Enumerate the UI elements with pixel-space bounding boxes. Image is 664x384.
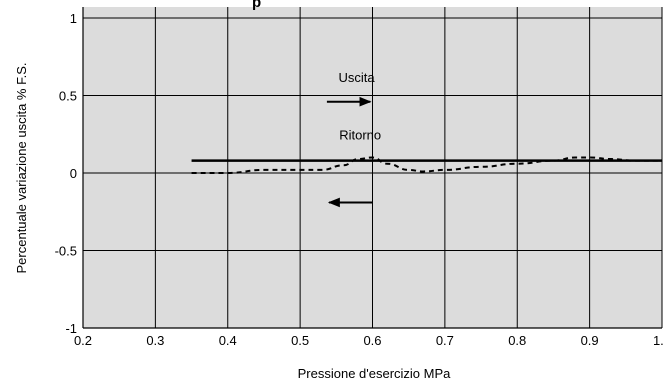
y-axis-label: Percentuale variazione uscita % F.S.	[14, 63, 29, 274]
y-tick-label: 0	[70, 166, 77, 181]
x-tick-label: 0.2	[74, 333, 92, 348]
x-tick-label: 0.9	[581, 333, 599, 348]
annotation-ritorno: Ritorno	[339, 127, 381, 142]
annotation-uscita: Uscita	[339, 70, 376, 85]
y-tick-label: 0.5	[59, 89, 77, 104]
y-tick-label: 1	[70, 11, 77, 26]
series-group	[191, 156, 662, 174]
series-line-ritorno	[191, 156, 662, 174]
grid	[82, 7, 663, 329]
tick-labels: 0.2 0.3 0.4 0.5 0.6 0.7 0.8 0.9 1.0 1 0.5 0 -0.5 -1	[55, 11, 664, 348]
x-tick-label: 1.0	[653, 333, 664, 348]
x-tick-label: 0.3	[146, 333, 164, 348]
annotations: Uscita Ritorno	[326, 70, 381, 208]
title-fragment: p	[252, 0, 261, 11]
x-tick-label: 0.6	[363, 333, 381, 348]
x-tick-label: 0.8	[508, 333, 526, 348]
x-tick-label: 0.5	[291, 333, 309, 348]
x-tick-label: 0.4	[219, 333, 237, 348]
y-tick-label: -0.5	[55, 244, 77, 259]
x-axis-label: Pressione d'esercizio MPa	[298, 366, 452, 381]
y-tick-label: -1	[65, 321, 77, 336]
x-tick-label: 0.7	[436, 333, 454, 348]
